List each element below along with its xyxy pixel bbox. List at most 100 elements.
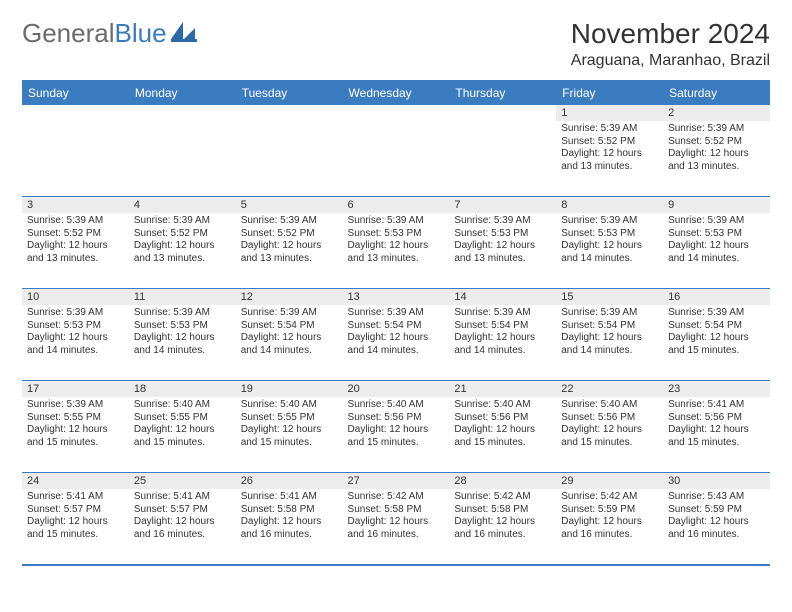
sail-icon (171, 18, 197, 49)
day-number: 14 (449, 289, 556, 305)
day-body: Sunrise: 5:42 AMSunset: 5:58 PMDaylight:… (343, 489, 450, 543)
header: GeneralBlue November 2024 Araguana, Mara… (22, 18, 770, 70)
day-number: 24 (22, 473, 129, 489)
day-body: Sunrise: 5:39 AMSunset: 5:53 PMDaylight:… (663, 213, 770, 267)
day-body: Sunrise: 5:39 AMSunset: 5:54 PMDaylight:… (663, 305, 770, 359)
day-number: 9 (663, 197, 770, 213)
day-body: Sunrise: 5:40 AMSunset: 5:55 PMDaylight:… (129, 397, 236, 451)
calendar-cell: 21Sunrise: 5:40 AMSunset: 5:56 PMDayligh… (449, 381, 556, 473)
calendar-cell: 6Sunrise: 5:39 AMSunset: 5:53 PMDaylight… (343, 197, 450, 289)
calendar-body: 1Sunrise: 5:39 AMSunset: 5:52 PMDaylight… (22, 105, 770, 565)
day-number: 16 (663, 289, 770, 305)
day-body: Sunrise: 5:42 AMSunset: 5:58 PMDaylight:… (449, 489, 556, 543)
calendar-cell: 5Sunrise: 5:39 AMSunset: 5:52 PMDaylight… (236, 197, 343, 289)
day-body: Sunrise: 5:39 AMSunset: 5:53 PMDaylight:… (343, 213, 450, 267)
calendar-week: 24Sunrise: 5:41 AMSunset: 5:57 PMDayligh… (22, 473, 770, 565)
calendar-cell: 12Sunrise: 5:39 AMSunset: 5:54 PMDayligh… (236, 289, 343, 381)
day-number: 25 (129, 473, 236, 489)
day-body: Sunrise: 5:41 AMSunset: 5:58 PMDaylight:… (236, 489, 343, 543)
day-number: 12 (236, 289, 343, 305)
weekday-header: Friday (556, 81, 663, 105)
day-number: 17 (22, 381, 129, 397)
weekday-header: Sunday (22, 81, 129, 105)
logo-text-blue: Blue (115, 18, 167, 49)
calendar-cell: 30Sunrise: 5:43 AMSunset: 5:59 PMDayligh… (663, 473, 770, 565)
calendar-cell: 7Sunrise: 5:39 AMSunset: 5:53 PMDaylight… (449, 197, 556, 289)
calendar-cell (22, 105, 129, 197)
day-number: 27 (343, 473, 450, 489)
calendar-cell: 1Sunrise: 5:39 AMSunset: 5:52 PMDaylight… (556, 105, 663, 197)
day-body: Sunrise: 5:42 AMSunset: 5:59 PMDaylight:… (556, 489, 663, 543)
day-body: Sunrise: 5:40 AMSunset: 5:56 PMDaylight:… (343, 397, 450, 451)
day-body: Sunrise: 5:41 AMSunset: 5:56 PMDaylight:… (663, 397, 770, 451)
day-body: Sunrise: 5:43 AMSunset: 5:59 PMDaylight:… (663, 489, 770, 543)
day-body: Sunrise: 5:40 AMSunset: 5:56 PMDaylight:… (449, 397, 556, 451)
calendar-week: 1Sunrise: 5:39 AMSunset: 5:52 PMDaylight… (22, 105, 770, 197)
calendar-cell: 18Sunrise: 5:40 AMSunset: 5:55 PMDayligh… (129, 381, 236, 473)
location: Araguana, Maranhao, Brazil (571, 52, 770, 70)
calendar-cell: 22Sunrise: 5:40 AMSunset: 5:56 PMDayligh… (556, 381, 663, 473)
calendar-cell: 24Sunrise: 5:41 AMSunset: 5:57 PMDayligh… (22, 473, 129, 565)
day-number: 18 (129, 381, 236, 397)
calendar-cell: 4Sunrise: 5:39 AMSunset: 5:52 PMDaylight… (129, 197, 236, 289)
calendar-head: SundayMondayTuesdayWednesdayThursdayFrid… (22, 81, 770, 105)
calendar-week: 3Sunrise: 5:39 AMSunset: 5:52 PMDaylight… (22, 197, 770, 289)
day-number: 15 (556, 289, 663, 305)
calendar-cell: 9Sunrise: 5:39 AMSunset: 5:53 PMDaylight… (663, 197, 770, 289)
calendar-cell (449, 105, 556, 197)
calendar-cell: 11Sunrise: 5:39 AMSunset: 5:53 PMDayligh… (129, 289, 236, 381)
day-body: Sunrise: 5:39 AMSunset: 5:55 PMDaylight:… (22, 397, 129, 451)
weekday-header: Wednesday (343, 81, 450, 105)
calendar-cell: 13Sunrise: 5:39 AMSunset: 5:54 PMDayligh… (343, 289, 450, 381)
day-number: 8 (556, 197, 663, 213)
day-number: 3 (22, 197, 129, 213)
day-body: Sunrise: 5:39 AMSunset: 5:53 PMDaylight:… (449, 213, 556, 267)
calendar-cell: 2Sunrise: 5:39 AMSunset: 5:52 PMDaylight… (663, 105, 770, 197)
weekday-header: Monday (129, 81, 236, 105)
day-number: 1 (556, 105, 663, 121)
calendar-cell: 19Sunrise: 5:40 AMSunset: 5:55 PMDayligh… (236, 381, 343, 473)
day-body: Sunrise: 5:39 AMSunset: 5:52 PMDaylight:… (556, 121, 663, 175)
day-body: Sunrise: 5:39 AMSunset: 5:53 PMDaylight:… (556, 213, 663, 267)
calendar-cell: 8Sunrise: 5:39 AMSunset: 5:53 PMDaylight… (556, 197, 663, 289)
calendar-cell: 3Sunrise: 5:39 AMSunset: 5:52 PMDaylight… (22, 197, 129, 289)
day-body: Sunrise: 5:39 AMSunset: 5:54 PMDaylight:… (556, 305, 663, 359)
day-number: 4 (129, 197, 236, 213)
logo: GeneralBlue (22, 18, 197, 49)
day-number: 28 (449, 473, 556, 489)
day-number: 7 (449, 197, 556, 213)
calendar-cell: 20Sunrise: 5:40 AMSunset: 5:56 PMDayligh… (343, 381, 450, 473)
day-number: 26 (236, 473, 343, 489)
title-block: November 2024 Araguana, Maranhao, Brazil (571, 18, 770, 70)
calendar-cell: 28Sunrise: 5:42 AMSunset: 5:58 PMDayligh… (449, 473, 556, 565)
day-number: 30 (663, 473, 770, 489)
day-number: 5 (236, 197, 343, 213)
calendar-cell: 17Sunrise: 5:39 AMSunset: 5:55 PMDayligh… (22, 381, 129, 473)
day-number: 13 (343, 289, 450, 305)
day-body: Sunrise: 5:41 AMSunset: 5:57 PMDaylight:… (129, 489, 236, 543)
day-number: 11 (129, 289, 236, 305)
day-number: 10 (22, 289, 129, 305)
calendar-cell: 25Sunrise: 5:41 AMSunset: 5:57 PMDayligh… (129, 473, 236, 565)
day-body: Sunrise: 5:39 AMSunset: 5:52 PMDaylight:… (22, 213, 129, 267)
calendar-cell: 23Sunrise: 5:41 AMSunset: 5:56 PMDayligh… (663, 381, 770, 473)
day-body: Sunrise: 5:39 AMSunset: 5:53 PMDaylight:… (22, 305, 129, 359)
calendar-table: SundayMondayTuesdayWednesdayThursdayFrid… (22, 80, 770, 566)
calendar-cell (236, 105, 343, 197)
weekday-header: Thursday (449, 81, 556, 105)
day-body: Sunrise: 5:39 AMSunset: 5:54 PMDaylight:… (236, 305, 343, 359)
day-number: 6 (343, 197, 450, 213)
calendar-cell: 26Sunrise: 5:41 AMSunset: 5:58 PMDayligh… (236, 473, 343, 565)
day-number: 2 (663, 105, 770, 121)
day-body: Sunrise: 5:39 AMSunset: 5:54 PMDaylight:… (343, 305, 450, 359)
calendar-cell: 10Sunrise: 5:39 AMSunset: 5:53 PMDayligh… (22, 289, 129, 381)
day-number: 19 (236, 381, 343, 397)
calendar-week: 10Sunrise: 5:39 AMSunset: 5:53 PMDayligh… (22, 289, 770, 381)
day-body: Sunrise: 5:39 AMSunset: 5:54 PMDaylight:… (449, 305, 556, 359)
calendar-cell: 16Sunrise: 5:39 AMSunset: 5:54 PMDayligh… (663, 289, 770, 381)
calendar-cell: 14Sunrise: 5:39 AMSunset: 5:54 PMDayligh… (449, 289, 556, 381)
day-body: Sunrise: 5:39 AMSunset: 5:52 PMDaylight:… (236, 213, 343, 267)
calendar-cell: 27Sunrise: 5:42 AMSunset: 5:58 PMDayligh… (343, 473, 450, 565)
day-body: Sunrise: 5:39 AMSunset: 5:52 PMDaylight:… (663, 121, 770, 175)
calendar-cell (343, 105, 450, 197)
